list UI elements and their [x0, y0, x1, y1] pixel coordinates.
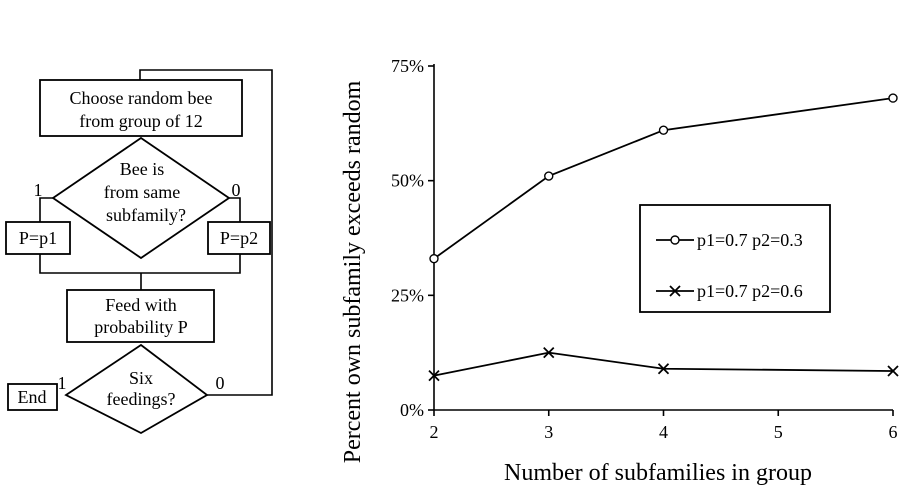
series-2 [428, 347, 899, 382]
decision2-no-label: 0 [216, 373, 225, 393]
legend: p1=0.7 p2=0.3 p1=0.7 p2=0.6 [639, 204, 831, 313]
decision1-text-3: subfamily? [106, 205, 186, 225]
feed-box [66, 289, 215, 343]
p1-box [5, 221, 71, 255]
legend-entry-1: p1=0.7 p2=0.3 [656, 230, 803, 250]
feed-text-1: Feed with [105, 295, 177, 315]
legend-marker-stroke [669, 285, 681, 297]
x-tick-label: 2 [430, 422, 439, 442]
merge-line [39, 254, 241, 274]
decision2-text-2: feedings? [107, 389, 176, 409]
series-1-point [544, 171, 554, 181]
branch-no-line [229, 197, 241, 222]
feed-text-2: probability P [94, 317, 188, 337]
six-feedings-decision [64, 343, 209, 435]
choose-bee-box [39, 79, 243, 137]
x-tick-label: 5 [774, 422, 783, 442]
choose-bee-text-1: Choose random bee [70, 88, 213, 108]
branch-yes-line [39, 197, 53, 222]
series-2-point [887, 365, 899, 377]
end-box [7, 383, 58, 411]
decision2-text-1: Six [129, 368, 153, 388]
p1-text: P=p1 [19, 228, 57, 248]
legend-marker [669, 285, 681, 297]
legend-marker [670, 235, 680, 245]
decision1-yes-label: 1 [34, 180, 43, 200]
decision1-no-label: 0 [232, 180, 241, 200]
legend-label: p1=0.7 p2=0.6 [697, 281, 803, 301]
series-layer [428, 93, 899, 382]
loop-back-line [139, 69, 273, 396]
end-text: End [18, 387, 47, 407]
line-chart: Percent own subfamily exceeds random Num… [340, 56, 899, 486]
x-tick-label: 3 [544, 422, 553, 442]
series-2-point [428, 369, 440, 382]
y-tick-label: 75% [391, 56, 424, 76]
same-subfamily-decision [51, 136, 231, 260]
series-1-point [888, 93, 898, 103]
series-2-point-stroke [657, 363, 670, 375]
series-1-line [433, 97, 894, 260]
p2-box [207, 221, 271, 255]
decision1-text-2: from same [104, 182, 180, 202]
series-2-point-stroke [887, 365, 899, 377]
y-axis-title: Percent own subfamily exceeds random [340, 80, 366, 463]
choose-bee-text-2: from group of 12 [79, 111, 202, 131]
p2-text: P=p2 [220, 228, 258, 248]
x-tick-label: 4 [659, 422, 668, 442]
flowchart: Choose random bee from group of 12 Bee i… [5, 69, 273, 435]
series-1-point [658, 125, 669, 135]
series-2-point-stroke [543, 347, 555, 359]
x-tick-label: 6 [889, 422, 898, 442]
series-2-point-stroke [428, 369, 440, 382]
x-axis-title: Number of subfamilies in group [504, 460, 812, 486]
y-tick-label: 50% [391, 171, 424, 191]
series-1 [429, 93, 898, 264]
series-2-point [543, 347, 555, 359]
y-tick-label: 0% [400, 400, 424, 420]
legend-entry-2: p1=0.7 p2=0.6 [656, 281, 803, 301]
decision1-text-1: Bee is [120, 159, 165, 179]
decision2-yes-label: 1 [58, 373, 67, 393]
series-1-point [429, 253, 439, 264]
series-2-line [433, 351, 894, 377]
legend-label: p1=0.7 p2=0.3 [697, 230, 803, 250]
axes: 0% 25% 50% 75% 2 3 4 5 6 [391, 56, 898, 442]
y-tick-label: 25% [391, 285, 424, 305]
series-2-point [657, 363, 670, 375]
